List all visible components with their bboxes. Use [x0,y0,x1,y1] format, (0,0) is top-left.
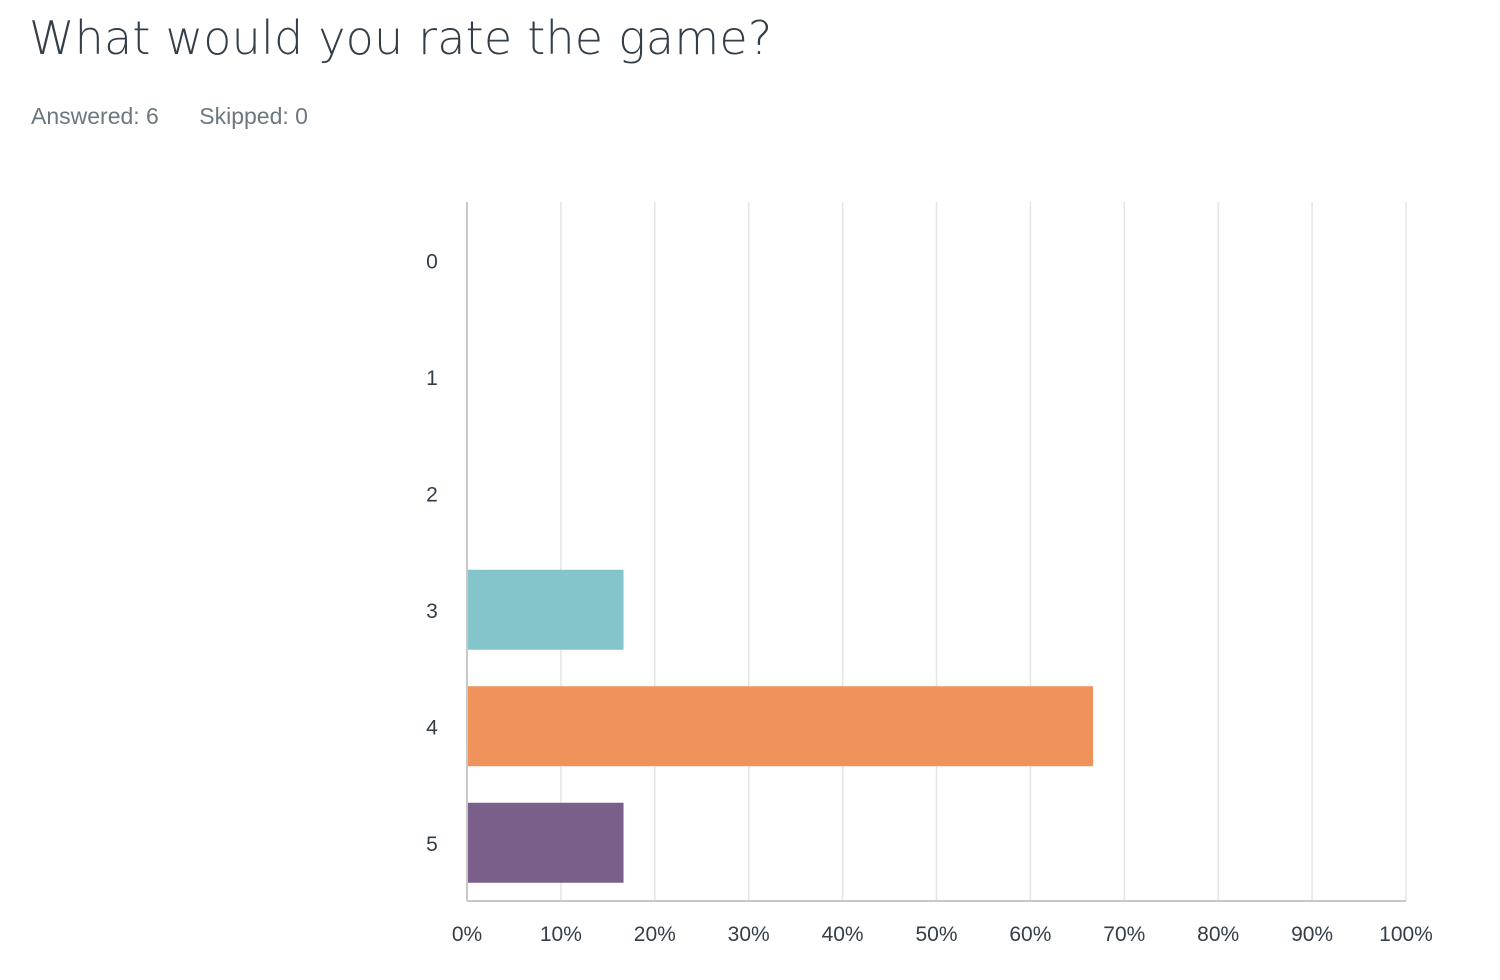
axis-labels: 0% 10% 20% 30% 40% 50% 60% 70% 80% 90% 100% 0 1 2 3 4 5 [426,250,1433,946]
x-tick-label: 20% [634,923,676,946]
y-category-label: 3 [426,600,438,623]
x-tick-label: 70% [1103,923,1145,946]
bar-rating-3[interactable] [467,569,624,650]
skipped-count: Skipped: 0 [199,103,308,129]
x-tick-label: 0% [452,923,482,946]
x-tick-label: 10% [540,923,582,946]
bar-rating-4[interactable] [467,686,1094,767]
question-title: What would you rate the game? [29,11,773,65]
x-tick-label: 80% [1197,923,1239,946]
x-tick-label: 60% [1009,923,1051,946]
y-category-label: 0 [426,250,438,273]
y-category-label: 4 [426,716,438,739]
answered-count: Answered: 6 [31,103,159,129]
grid-lines [560,202,1407,901]
x-tick-label: 100% [1379,923,1433,946]
bar-rating-5[interactable] [467,802,624,883]
y-category-label: 5 [426,833,438,856]
x-tick-label: 50% [915,923,957,946]
y-category-label: 2 [426,483,438,506]
x-tick-label: 30% [728,923,770,946]
response-stats: Answered: 6 Skipped: 0 [31,102,342,130]
bars [467,569,1094,883]
y-category-label: 1 [426,367,438,390]
x-tick-label: 90% [1291,923,1333,946]
axes [466,202,1406,902]
x-tick-label: 40% [822,923,864,946]
